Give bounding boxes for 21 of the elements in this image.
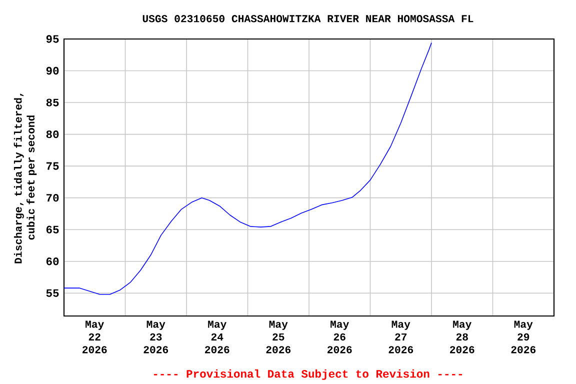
y-tick-label: 85 — [46, 98, 59, 106]
x-tick-label: May 24 2026 — [205, 320, 230, 354]
y-tick-label: 80 — [46, 130, 59, 138]
chart-title: USGS 02310650 CHASSAHOWITZKA RIVER NEAR HOMOSASSA FL — [142, 14, 474, 22]
y-tick-label: 75 — [46, 162, 59, 170]
line-series — [64, 42, 432, 295]
y-axis-title: Discharge, tidally filtered, cubic feet per second — [14, 93, 37, 264]
x-tick-label: May 22 2026 — [82, 320, 107, 354]
y-tick-label: 65 — [46, 226, 59, 234]
y-tick-label: 95 — [46, 34, 59, 43]
y-tick-label: 55 — [46, 289, 59, 297]
x-tick-label: May 25 2026 — [266, 320, 291, 354]
x-tick-label: May 27 2026 — [388, 320, 414, 354]
x-tick-label: May 29 2026 — [511, 320, 536, 354]
y-tick-label: 70 — [46, 194, 59, 202]
y-tick-label: 90 — [46, 66, 59, 74]
x-tick-label: May 23 2026 — [144, 320, 168, 354]
x-tick-label: May 26 2026 — [328, 320, 352, 354]
y-tick-label: 60 — [46, 257, 59, 266]
x-tick-label: May 28 2026 — [450, 320, 474, 354]
text: ---- Provisional Data Subject to Revision ---- — [154, 369, 462, 380]
